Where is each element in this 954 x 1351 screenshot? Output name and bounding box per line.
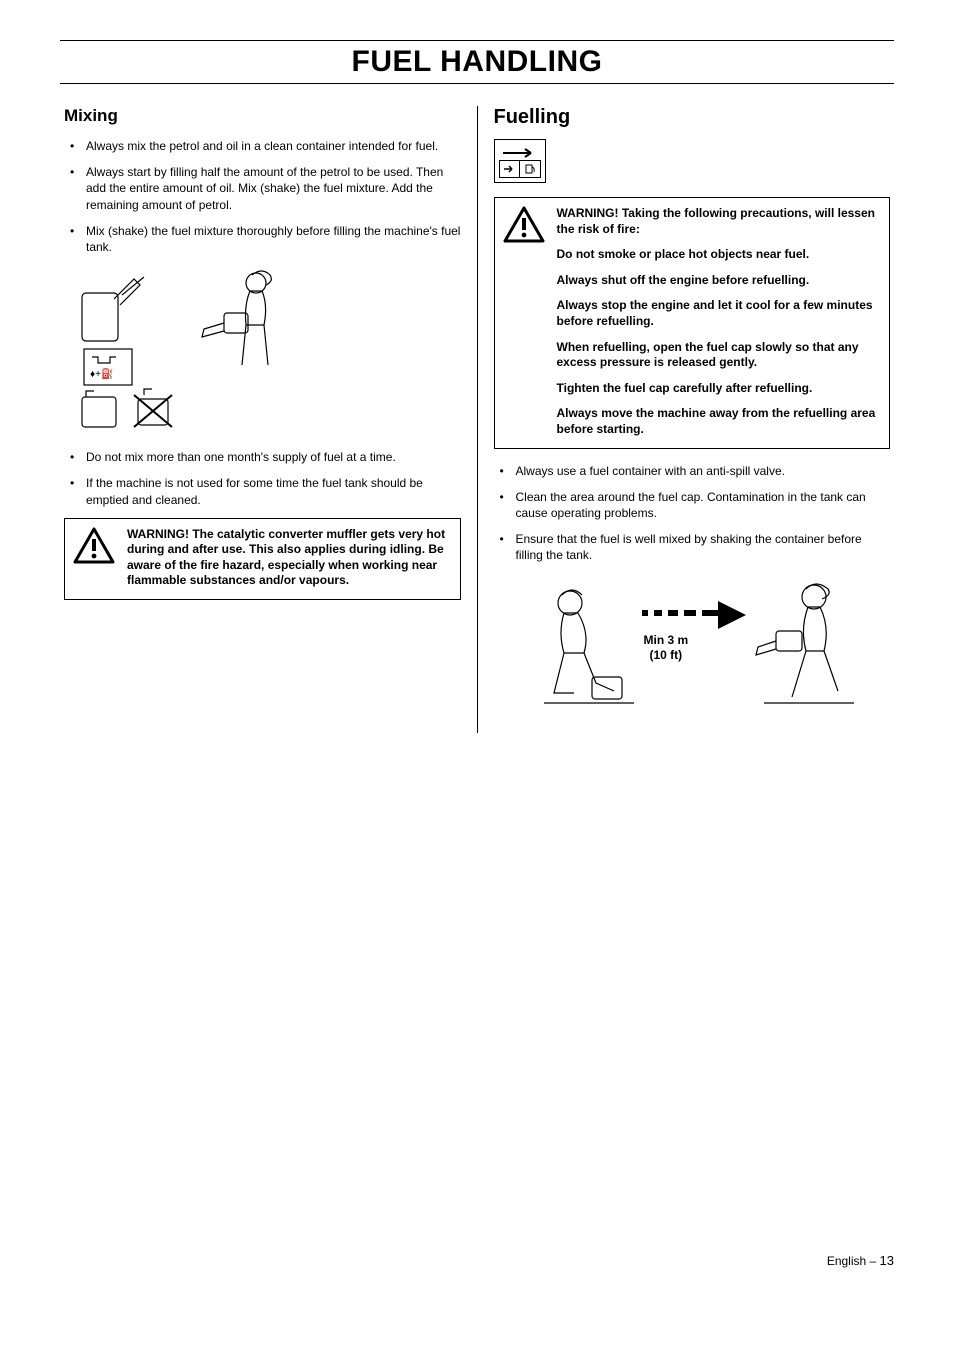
distance-label: Min 3 m (10 ft) [644, 633, 689, 662]
list-item: Always mix the petrol and oil in a clean… [64, 138, 461, 154]
page-footer: English – 13 [60, 1253, 894, 1268]
warning-line: Always move the machine away from the re… [557, 406, 880, 437]
warning-text: WARNING! The catalytic converter muffler… [123, 519, 460, 599]
title-rule-bottom [60, 83, 894, 84]
fuelling-heading: Fuelling [494, 106, 891, 129]
warning-line: Always stop the engine and let it cool f… [557, 298, 880, 329]
right-column: Fuelling WARNING! Taking the following p… [477, 106, 895, 733]
left-column: Mixing Always mix the petrol and oil in … [60, 106, 477, 733]
fuelling-distance-figure: Min 3 m (10 ft) [514, 573, 874, 733]
warning-line: Always shut off the engine before refuel… [557, 273, 880, 289]
fuelling-pictogram [494, 139, 546, 183]
mixing-heading: Mixing [64, 106, 461, 126]
warning-line: Do not smoke or place hot objects near f… [557, 247, 880, 263]
two-column-layout: Mixing Always mix the petrol and oil in … [60, 106, 894, 733]
distance-line1: Min 3 m [644, 633, 689, 647]
warning-box-muffler: WARNING! The catalytic converter muffler… [64, 518, 461, 600]
list-item: If the machine is not used for some time… [64, 475, 461, 507]
distance-line2: (10 ft) [650, 648, 683, 662]
warning-triangle-icon [503, 206, 545, 244]
warning-line: Tighten the fuel cap carefully after ref… [557, 381, 880, 397]
warning-icon-cell [495, 198, 553, 448]
page-title: FUEL HANDLING [60, 43, 894, 83]
fuelling-bullets: Always use a fuel container with an anti… [494, 463, 891, 564]
list-item: Clean the area around the fuel cap. Cont… [494, 489, 891, 521]
warning-triangle-icon [73, 527, 115, 565]
mixing-bullets-before: Always mix the petrol and oil in a clean… [64, 138, 461, 255]
footer-language: English [827, 1254, 866, 1268]
warning-box-fuelling: WARNING! Taking the following precaution… [494, 197, 891, 449]
warning-line: WARNING! Taking the following precaution… [557, 206, 880, 237]
list-item: Always start by filling half the amount … [64, 164, 461, 213]
list-item: Mix (shake) the fuel mixture thoroughly … [64, 223, 461, 255]
list-item: Always use a fuel container with an anti… [494, 463, 891, 479]
warning-text: WARNING! Taking the following precaution… [553, 198, 890, 448]
list-item: Ensure that the fuel is well mixed by sh… [494, 531, 891, 563]
svg-text:♦+⛽: ♦+⛽ [90, 367, 113, 380]
warning-icon-cell [65, 519, 123, 599]
warning-paragraph: WARNING! The catalytic converter muffler… [127, 527, 450, 589]
list-item: Do not mix more than one month's supply … [64, 449, 461, 465]
footer-page-number: 13 [880, 1253, 894, 1268]
mixing-figure: ♦+⛽ [74, 265, 334, 435]
footer-sep: – [866, 1254, 879, 1268]
title-rule-top [60, 40, 894, 41]
mixing-bullets-after: Do not mix more than one month's supply … [64, 449, 461, 508]
warning-line: When refuelling, open the fuel cap slowl… [557, 340, 880, 371]
